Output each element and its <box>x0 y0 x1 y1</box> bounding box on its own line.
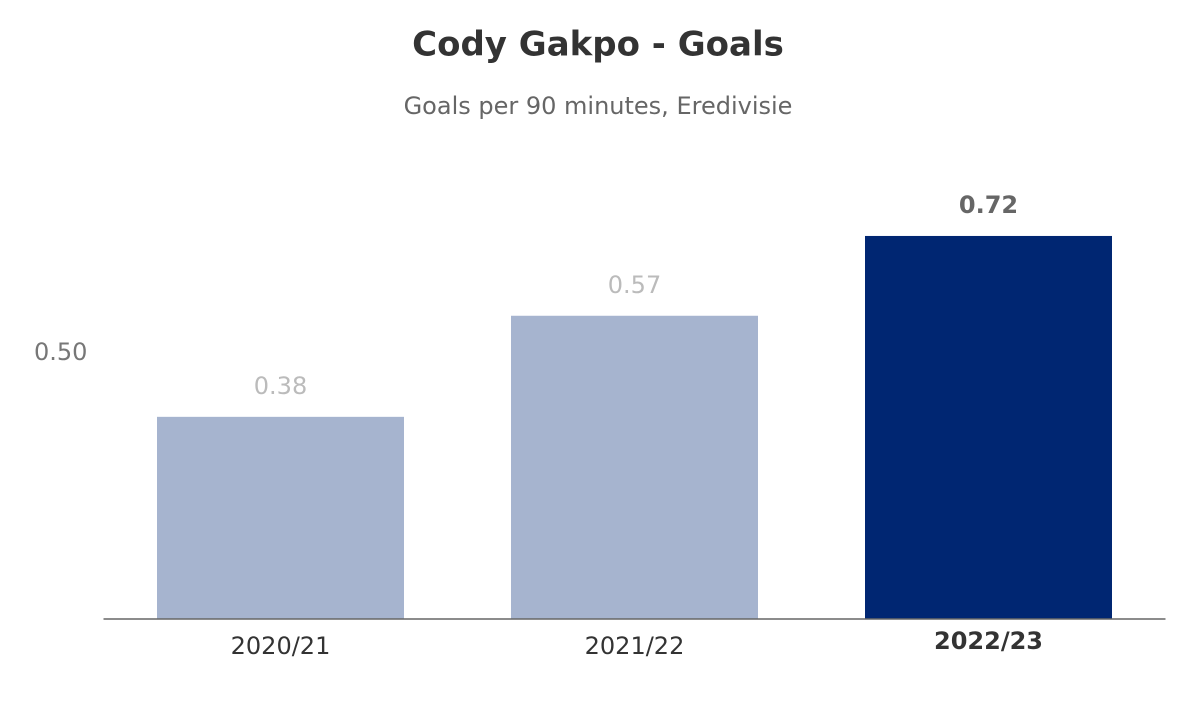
bar <box>157 416 404 619</box>
x-tick-label: 2021/22 <box>585 632 685 660</box>
chart-subtitle: Goals per 90 minutes, Eredivisie <box>404 92 793 120</box>
y-tick-label: 0.50 <box>34 338 87 366</box>
x-tick-label: 2020/21 <box>231 632 331 660</box>
bar <box>511 315 758 619</box>
bar <box>865 235 1112 619</box>
chart-title: Cody Gakpo - Goals <box>412 25 784 65</box>
value-label: 0.38 <box>254 372 307 400</box>
value-label: 0.57 <box>608 271 661 299</box>
value-label: 0.72 <box>959 191 1018 219</box>
x-tick-label: 2022/23 <box>934 627 1043 655</box>
